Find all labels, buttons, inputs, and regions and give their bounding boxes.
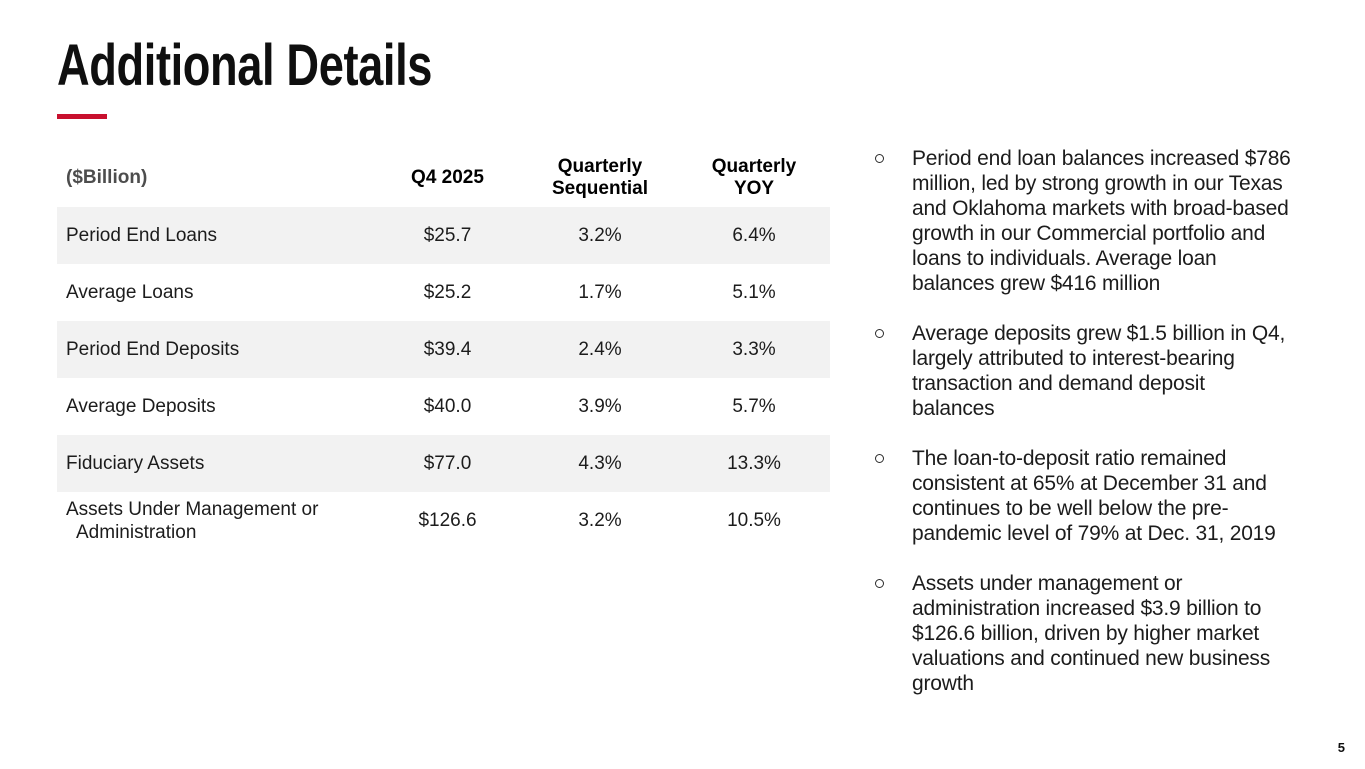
row-q4-value: $25.2 <box>423 281 472 303</box>
table-unit-label: ($Billion) <box>66 167 148 188</box>
row-q4-value: $126.6 <box>418 509 477 531</box>
row-yoy-value: 5.1% <box>732 281 776 303</box>
list-item: Period end loan balances increased $786 … <box>862 146 1318 296</box>
list-item: Assets under management or administratio… <box>862 571 1318 696</box>
row-label: Average Deposits <box>66 396 216 417</box>
row-sequential-value: 3.2% <box>578 224 622 246</box>
column-header-quarterly-sequential: Quarterly Sequential <box>551 155 649 199</box>
bullet-text: The loan-to-deposit ratio remained consi… <box>912 447 1276 545</box>
hollow-bullet-icon <box>875 454 884 463</box>
row-sequential-value: 4.3% <box>578 452 622 474</box>
bullet-text: Average deposits grew $1.5 billion in Q4… <box>912 322 1286 420</box>
hollow-bullet-icon <box>875 579 884 588</box>
row-yoy-value: 6.4% <box>732 224 776 246</box>
row-label: Period End Deposits <box>66 339 240 360</box>
row-label: Period End Loans <box>66 225 218 246</box>
hollow-bullet-icon <box>875 329 884 338</box>
row-yoy-value: 5.7% <box>732 395 776 417</box>
metrics-table: ($Billion) Q4 2025 Quarterly Sequential … <box>57 148 830 549</box>
commentary-list: Period end loan balances increased $786 … <box>862 146 1318 721</box>
row-q4-value: $40.0 <box>423 395 472 417</box>
table-row: Fiduciary Assets $77.0 4.3% 13.3% <box>57 435 830 492</box>
bullet-text: Assets under management or administratio… <box>912 572 1271 695</box>
row-yoy-value: 13.3% <box>727 452 781 474</box>
row-q4-value: $77.0 <box>423 452 472 474</box>
table-row: Period End Loans $25.7 3.2% 6.4% <box>57 207 830 264</box>
list-item: The loan-to-deposit ratio remained consi… <box>862 446 1318 546</box>
bullet-text: Period end loan balances increased $786 … <box>912 147 1291 295</box>
list-item: Average deposits grew $1.5 billion in Q4… <box>862 321 1318 421</box>
table-row: Assets Under Management or Administratio… <box>57 492 830 549</box>
row-q4-value: $39.4 <box>423 338 472 360</box>
table-row: Period End Deposits $39.4 2.4% 3.3% <box>57 321 830 378</box>
row-sequential-value: 3.2% <box>578 509 622 531</box>
title-accent-bar <box>57 114 107 119</box>
column-header-q4-2025: Q4 2025 <box>411 166 484 188</box>
row-sequential-value: 2.4% <box>578 338 622 360</box>
table-row: Average Deposits $40.0 3.9% 5.7% <box>57 378 830 435</box>
page-number: 5 <box>1337 740 1345 755</box>
row-label: Average Loans <box>66 282 194 303</box>
table-row: Average Loans $25.2 1.7% 5.1% <box>57 264 830 321</box>
row-yoy-value: 3.3% <box>732 338 776 360</box>
row-sequential-value: 1.7% <box>578 281 622 303</box>
column-header-quarterly-yoy: Quarterly YOY <box>711 155 797 199</box>
row-yoy-value: 10.5% <box>727 509 781 531</box>
row-label: Fiduciary Assets <box>66 453 205 474</box>
page-title: Additional Details <box>57 33 433 98</box>
row-q4-value: $25.7 <box>423 224 472 246</box>
hollow-bullet-icon <box>875 154 884 163</box>
row-sequential-value: 3.9% <box>578 395 622 417</box>
row-label: Assets Under Management or Administratio… <box>66 498 319 543</box>
table-header-row: ($Billion) Q4 2025 Quarterly Sequential … <box>57 148 830 207</box>
